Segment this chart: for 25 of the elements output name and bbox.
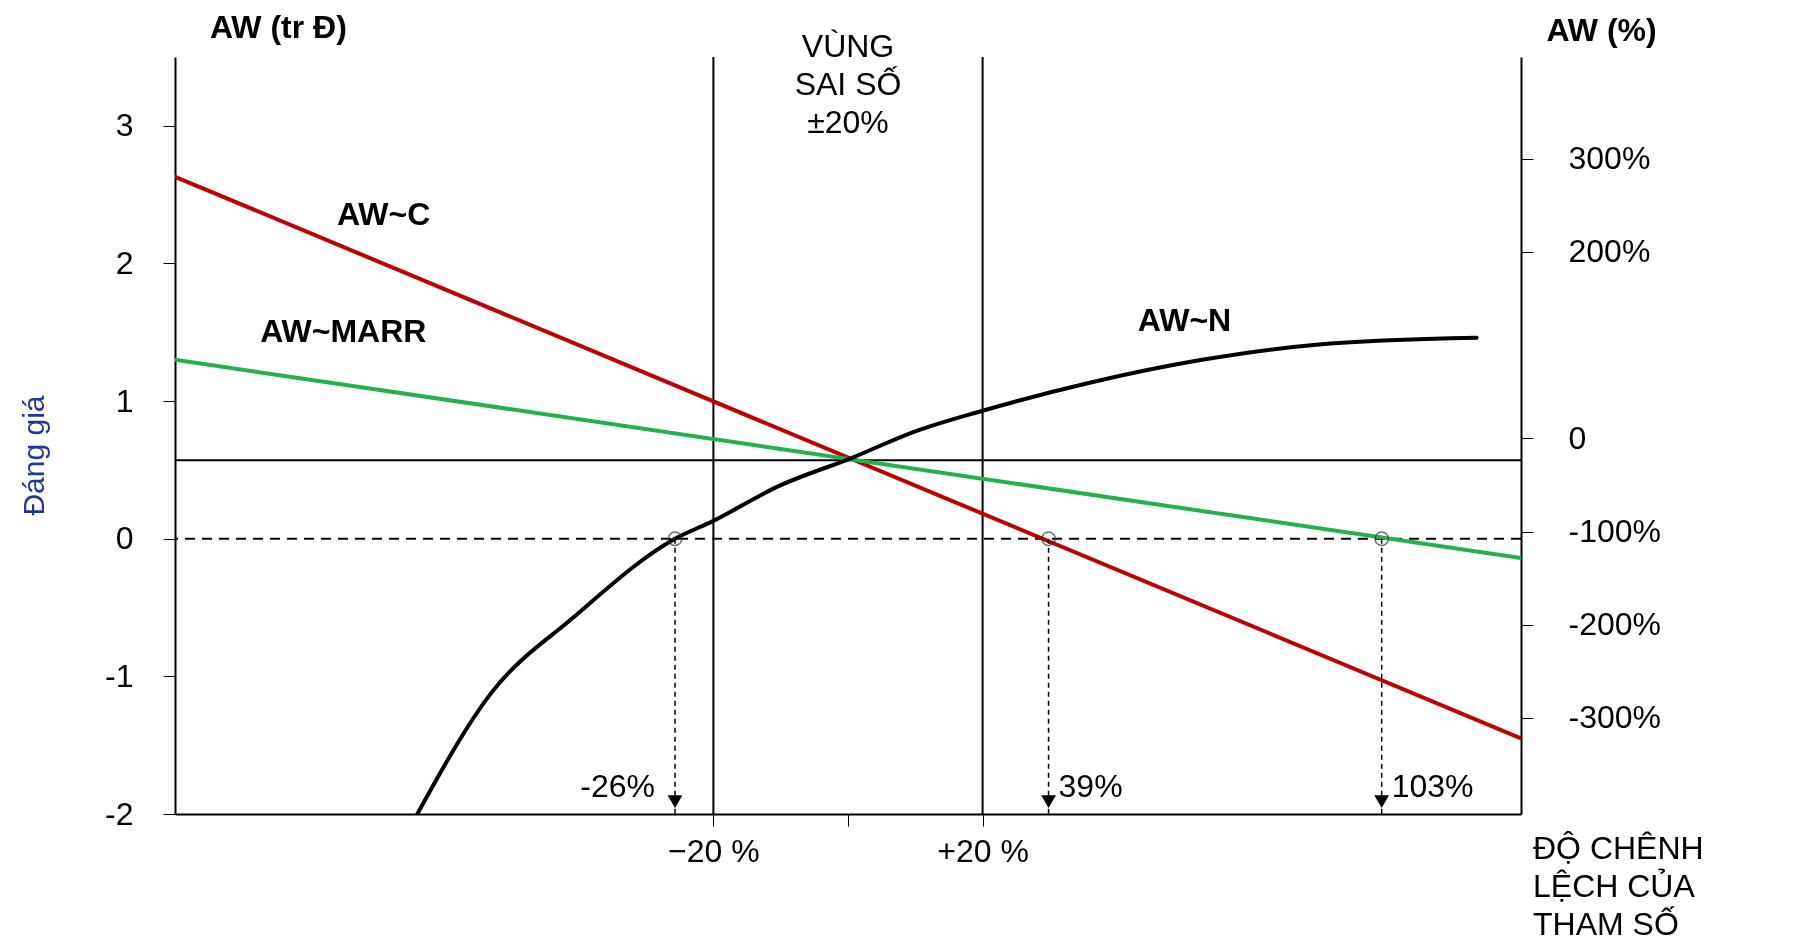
y-tick-label: -2 [105,795,134,832]
annotation: -26% [580,768,656,804]
y-tick-label: 2 [115,244,134,281]
x-axis-title: ĐỘ CHÊNH LỆCH CỦA THAM SỐ [1533,830,1704,942]
series-label: AW~MARR [260,313,427,350]
y2-tick-label: 200% [1568,233,1651,270]
y2-tick-label: -300% [1568,699,1661,736]
x-tick-label: +20 % [937,832,1029,869]
y2-tick-label: -100% [1568,513,1661,550]
y-tick-label: 3 [115,107,134,144]
y-axis-title: AW (tr Đ) [210,9,347,45]
annotation: 39% [1058,768,1123,804]
y-tick-label: -1 [105,657,134,694]
annotation: 103% [1391,768,1474,804]
series-label: AW~C [336,196,431,233]
y2-tick-label: 300% [1568,140,1651,177]
y-tick-label: 0 [115,520,134,557]
text: Đáng giá [17,395,50,516]
x-tick-label: −20 % [668,832,760,869]
series-label: AW~N [1137,302,1232,339]
y2-tick-label: -200% [1568,606,1661,643]
y2-axis-title: AW (%) [1546,11,1657,48]
annotation: VÙNG SAI SỐ ±20% [794,28,902,140]
y2-tick-label: 0 [1568,419,1587,456]
y-tick-label: 1 [115,382,134,419]
